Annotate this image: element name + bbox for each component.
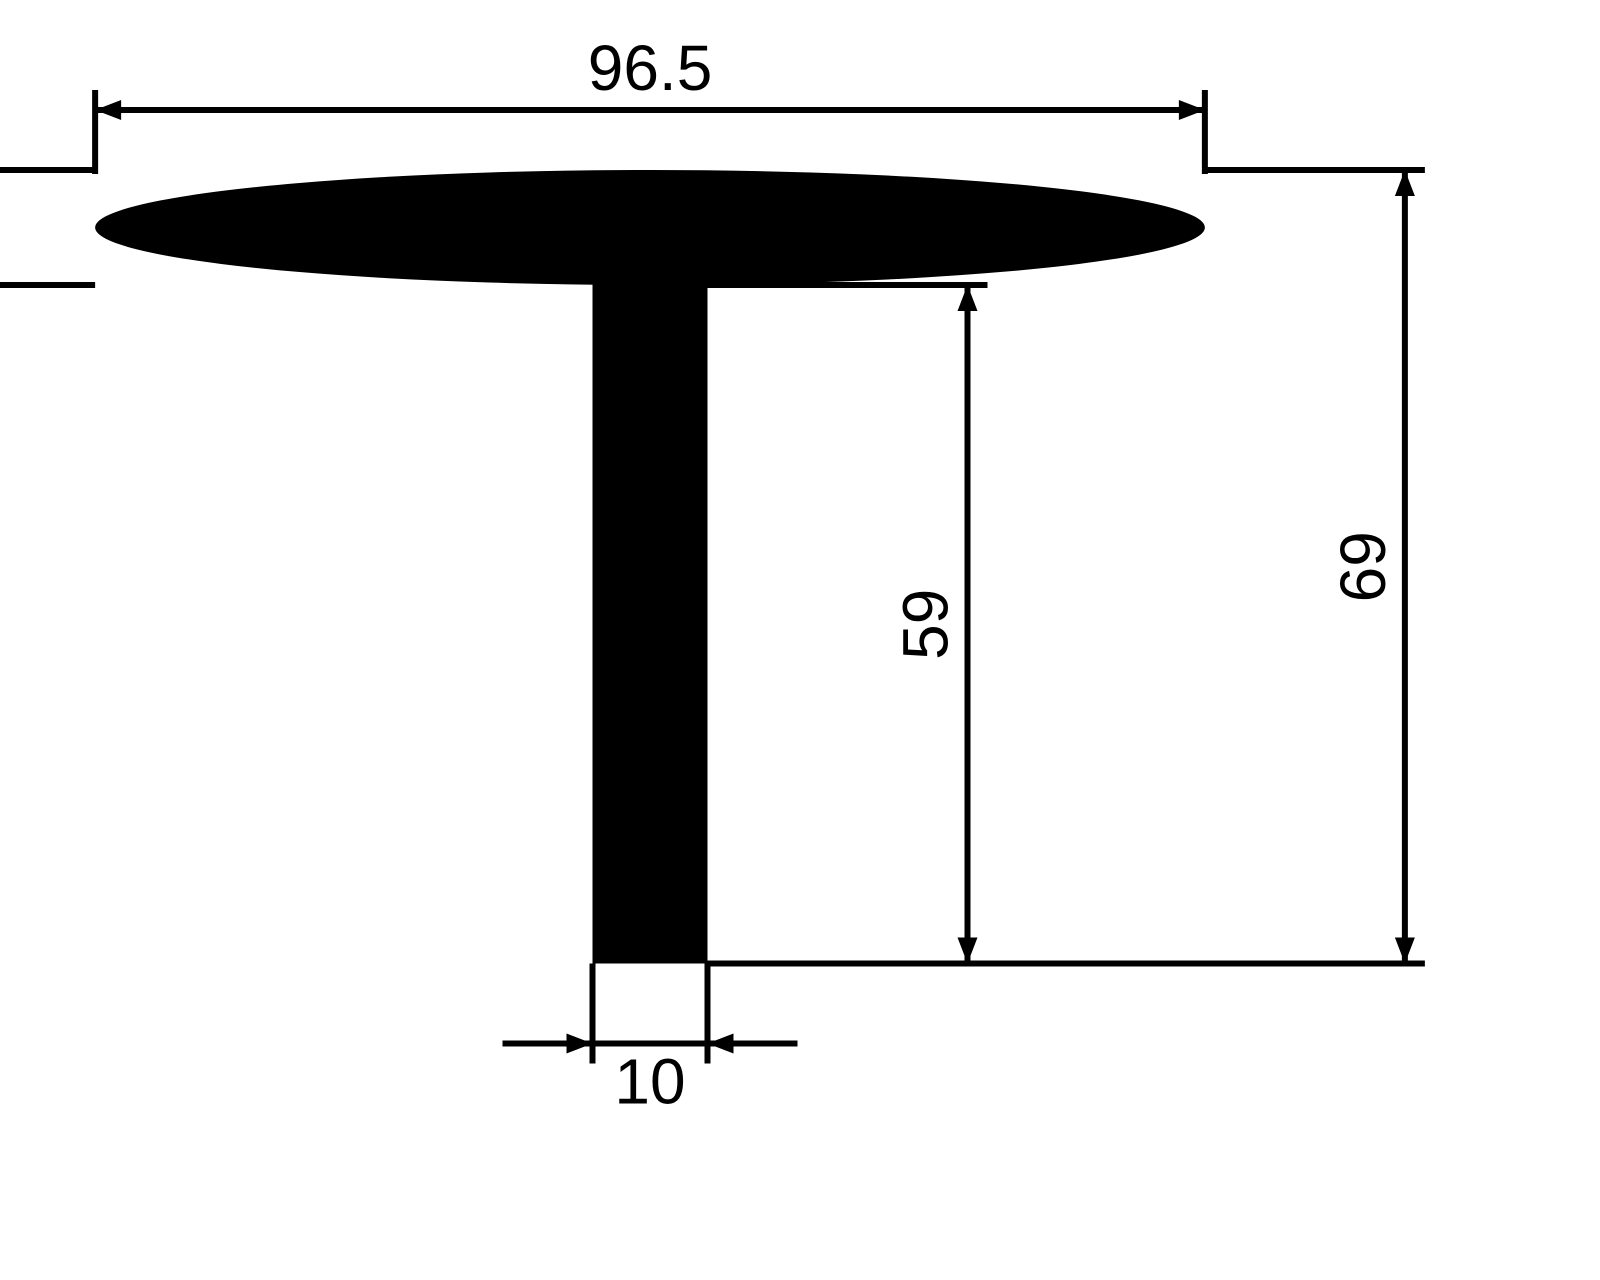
dim-total-height: 69 bbox=[1327, 531, 1399, 602]
dim-stem-height: 59 bbox=[890, 589, 962, 660]
dim-stem-thk: 10 bbox=[614, 1046, 685, 1118]
stem bbox=[593, 228, 708, 964]
dim-top-width: 96.5 bbox=[588, 32, 713, 104]
